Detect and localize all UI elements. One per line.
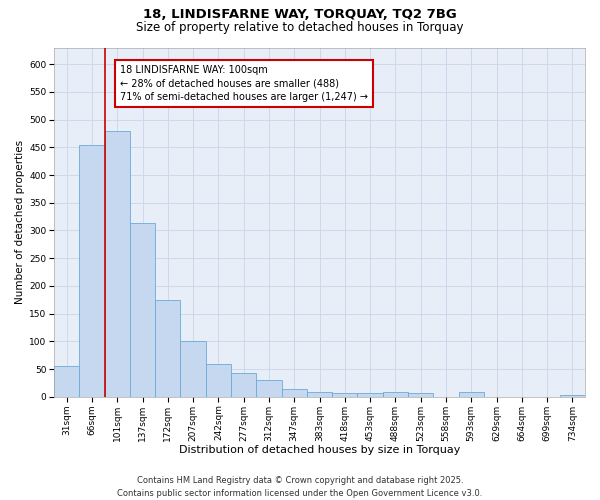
X-axis label: Distribution of detached houses by size in Torquay: Distribution of detached houses by size … [179,445,460,455]
Bar [358,393,383,397]
Bar [307,392,332,397]
Bar [256,380,281,397]
Bar [79,144,104,397]
Bar [231,373,256,397]
Text: Contains HM Land Registry data © Crown copyright and database right 2025.
Contai: Contains HM Land Registry data © Crown c… [118,476,482,498]
Text: Size of property relative to detached houses in Torquay: Size of property relative to detached ho… [136,21,464,34]
Text: 18 LINDISFARNE WAY: 100sqm
← 28% of detached houses are smaller (488)
71% of sem: 18 LINDISFARNE WAY: 100sqm ← 28% of deta… [120,66,368,102]
Bar [155,300,181,397]
Bar [281,388,307,397]
Bar [104,130,130,397]
Bar [408,394,433,397]
Bar [560,394,585,397]
Bar [130,224,155,397]
Bar [332,393,358,397]
Bar [458,392,484,397]
Bar [383,392,408,397]
Bar [206,364,231,397]
Bar [54,366,79,397]
Y-axis label: Number of detached properties: Number of detached properties [15,140,25,304]
Bar [181,342,206,397]
Text: 18, LINDISFARNE WAY, TORQUAY, TQ2 7BG: 18, LINDISFARNE WAY, TORQUAY, TQ2 7BG [143,8,457,20]
